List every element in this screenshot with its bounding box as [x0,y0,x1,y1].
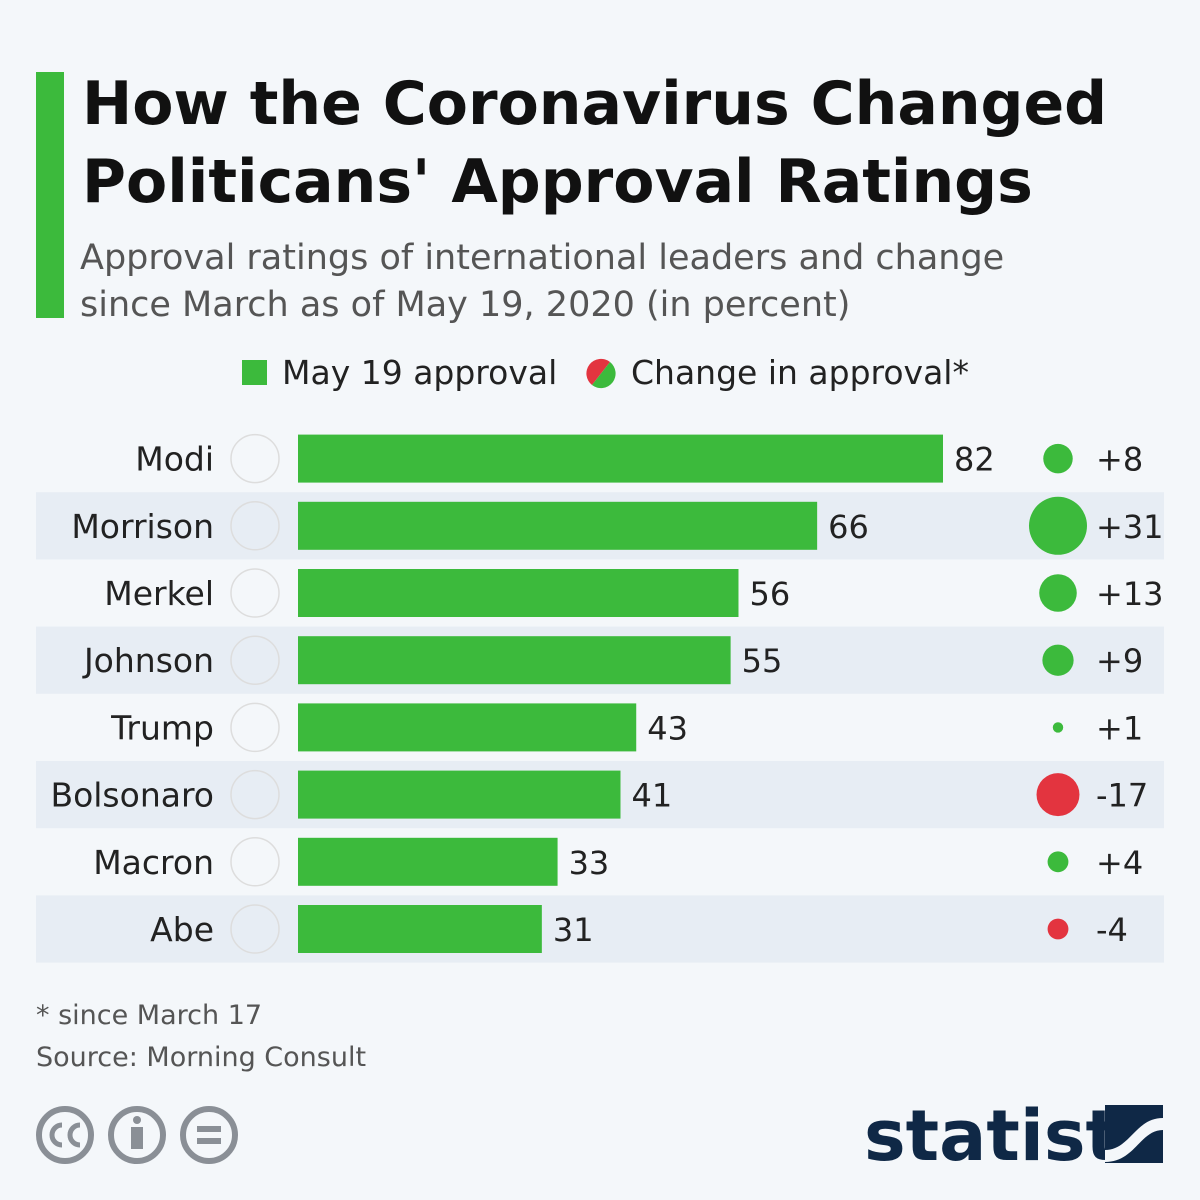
bar [298,501,818,550]
change-bubble [1029,496,1087,555]
flag-part [231,724,279,728]
category-label: Trump [110,708,214,747]
flag-part [250,454,260,464]
value-label: 41 [632,777,673,815]
flag-part [231,569,279,585]
category-label: Macron [93,843,214,882]
flag-part [231,728,279,732]
value-label: 31 [553,911,594,949]
change-bubble [1042,644,1074,676]
flag-part [231,585,279,601]
flag-part [231,731,279,735]
value-label: 82 [954,441,995,479]
flag-ring [230,769,280,820]
flag-part [231,714,279,718]
chart-subtitle: since March as of May 19, 2020 (in perce… [80,285,850,325]
bar [298,636,731,685]
flag-part [231,721,279,725]
flag-ring [230,837,280,887]
change-bubble [1043,443,1073,474]
change-label: +8 [1096,441,1143,479]
change-bubble [1047,918,1069,940]
bar [298,434,943,483]
change-label: -4 [1096,911,1128,949]
category-label: Bolsonaro [50,776,214,815]
category-label: Morrison [71,507,214,546]
chart-title: Politicans' Approval Ratings [82,147,1033,217]
footnote: Source: Morning Consult [36,1042,366,1073]
flag-part [231,451,279,467]
flag-ring [230,904,280,954]
flag-part [231,717,279,721]
category-label: Modi [135,440,214,479]
flag-ring [230,635,280,685]
change-label: -17 [1096,777,1148,815]
value-label: 66 [828,508,869,546]
legend-swatch [242,360,267,385]
bar [298,569,739,617]
chart-title: How the Coronavirus Changed [82,69,1107,139]
bar [298,837,558,886]
change-label: +13 [1096,575,1164,613]
flag-ring [230,568,280,618]
bar [298,905,542,953]
change-label: +4 [1096,844,1143,882]
legend-label: May 19 approval [282,353,557,392]
value-label: 55 [742,642,783,680]
bar [298,770,621,819]
license-icons [36,1106,238,1164]
flag-part [231,838,247,886]
flag-part [231,735,279,739]
change-label: +9 [1096,642,1143,680]
bar [298,703,637,752]
brand-logo [1105,1105,1163,1163]
legend-swatch [592,362,616,389]
change-bubble [1047,851,1069,873]
flag-part [231,467,279,483]
flag-ring [230,702,280,753]
change-bubble [1052,722,1064,733]
chart-subtitle: Approval ratings of international leader… [80,238,1004,278]
title-accent [36,72,64,318]
flag-part [231,745,279,749]
row-band [36,895,1164,963]
category-label: Merkel [104,574,214,613]
change-label: +31 [1096,508,1164,546]
value-label: 43 [647,709,688,747]
category-label: Johnson [82,641,214,680]
legend-label: Change in approval* [631,353,969,392]
change-bubble [1039,574,1077,612]
change-label: +1 [1096,709,1143,747]
flag-ring [230,501,280,551]
footnote: * since March 17 [36,1000,262,1031]
change-bubble [1036,773,1080,817]
category-label: Abe [150,910,214,949]
value-label: 56 [749,575,790,613]
value-label: 33 [569,844,610,882]
flag-part [231,435,279,451]
flag-part [231,601,279,617]
legend-swatch [586,358,610,385]
flag-part [247,838,263,886]
flag-ring [230,433,280,484]
flag-part [263,838,279,886]
flag-part [231,738,279,742]
